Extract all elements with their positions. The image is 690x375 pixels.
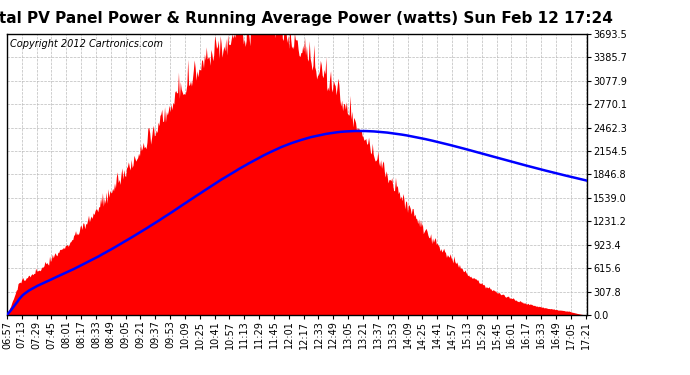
Text: Copyright 2012 Cartronics.com: Copyright 2012 Cartronics.com bbox=[10, 39, 163, 50]
Text: Total PV Panel Power & Running Average Power (watts) Sun Feb 12 17:24: Total PV Panel Power & Running Average P… bbox=[0, 11, 613, 26]
